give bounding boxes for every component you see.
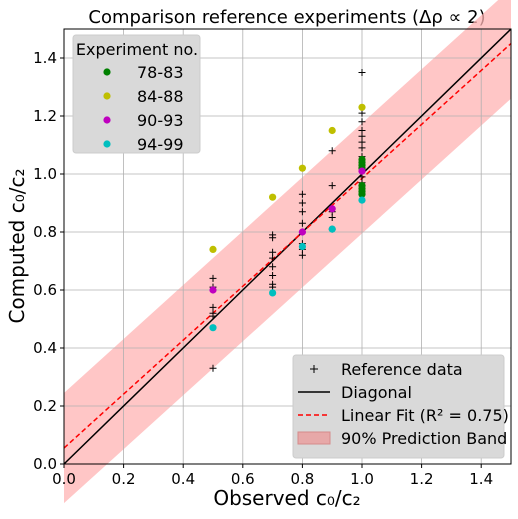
y-tick-label: 0.2 [33, 397, 57, 415]
experiment-legend: Experiment no. 78-83 84-88 90-93 94-99 [72, 34, 201, 154]
chart-title: Comparison reference experiments (Δρ ∝ 2… [88, 7, 485, 28]
legend-reference-marker [310, 365, 318, 373]
experiment-point-90-93 [328, 205, 336, 213]
experiment-point-94-99 [269, 289, 277, 297]
x-axis-ticks: 0.0 0.2 0.4 0.6 0.8 1.0 1.2 1.4 [52, 464, 493, 488]
experiment-legend-title: Experiment no. [76, 40, 198, 59]
point-layer [209, 69, 366, 372]
y-axis-label: Computed c₀/c₂ [5, 168, 29, 323]
experiment-point-84-88 [298, 164, 306, 172]
y-tick-label: 1.0 [33, 165, 57, 183]
x-axis-label: Observed c₀/c₂ [213, 486, 360, 510]
line-layer [63, 28, 512, 465]
experiment-point-84-88 [209, 245, 217, 253]
series-legend-label: 90% Prediction Band [341, 429, 507, 448]
reference-data-point [209, 364, 217, 372]
experiment-point-90-93 [358, 167, 366, 175]
experiment-point-78-83 [358, 182, 366, 190]
linear-fit-line [63, 42, 512, 449]
x-tick-label: 0.0 [52, 470, 76, 488]
legend-band-marker [297, 431, 331, 445]
experiment-legend-label: 78-83 [137, 63, 184, 82]
experiment-point-94-99 [298, 242, 306, 251]
experiment-point-90-93 [209, 286, 217, 294]
reference-data-point [209, 274, 217, 282]
experiment-point-94-99 [358, 196, 366, 204]
reference-data-point [358, 118, 366, 126]
reference-data-point [298, 199, 306, 207]
y-tick-label: 0.4 [33, 339, 57, 357]
x-tick-label: 1.4 [469, 470, 493, 488]
y-tick-label: 0.0 [33, 455, 57, 473]
experiment-point-94-99 [328, 225, 336, 233]
reference-data-point [358, 69, 366, 76]
y-tick-label: 0.8 [33, 223, 57, 241]
reference-data-point [328, 182, 336, 190]
reference-data-point [298, 208, 306, 216]
experiment-legend-items: 78-83 84-88 90-93 94-99 [103, 63, 184, 154]
prediction-band-layer [64, 0, 511, 504]
experiment-legend-label: 94-99 [137, 135, 184, 154]
experiment-point-84-88 [269, 193, 277, 201]
series-legend-label: Diagonal [341, 383, 412, 402]
experiment-point-90-93 [298, 228, 306, 236]
series-legend-box [292, 354, 505, 459]
experiment-legend-marker [103, 140, 111, 148]
series-legend-label: Reference data [341, 360, 463, 379]
reference-data-point [269, 248, 277, 256]
reference-data-point [209, 303, 217, 311]
x-tick-label: 1.2 [410, 470, 434, 488]
experiment-legend-marker [103, 68, 111, 76]
experiment-point-94-99 [209, 324, 217, 332]
series-legend-label: Linear Fit (R² = 0.75) [341, 406, 509, 425]
experiment-point-84-88 [328, 126, 336, 135]
plot-frame [63, 28, 512, 465]
reference-data-point [298, 190, 306, 198]
x-tick-label: 0.6 [231, 470, 255, 488]
reference-data-point [298, 219, 306, 227]
experiment-legend-marker [103, 92, 111, 100]
experiment-legend-marker [103, 116, 111, 124]
prediction-band [64, 0, 511, 504]
experiment-legend-box [72, 34, 201, 154]
reference-data-point [269, 272, 277, 279]
series-legend: Reference data Diagonal Linear Fit (R² = 0… [292, 354, 509, 459]
reference-data-point [328, 147, 336, 155]
reference-data-point [269, 263, 277, 271]
reference-data-point [269, 231, 277, 239]
x-tick-label: 1.0 [350, 470, 374, 488]
experiment-legend-label: 90-93 [137, 111, 184, 130]
x-tick-label: 0.4 [171, 470, 195, 488]
experiment-legend-label: 84-88 [137, 87, 184, 106]
x-tick-label: 0.8 [290, 470, 314, 488]
y-tick-label: 1.4 [33, 49, 57, 67]
x-tick-label: 0.2 [112, 470, 136, 488]
y-tick-label: 0.6 [33, 281, 57, 299]
series-legend-items: Reference data Diagonal Linear Fit (R² = 0… [297, 360, 509, 448]
y-tick-label: 1.2 [33, 107, 57, 125]
reference-data-point [269, 280, 277, 288]
experiment-point-78-83 [358, 155, 366, 164]
experiment-point-84-88 [358, 103, 366, 111]
reference-data-point [358, 127, 366, 134]
y-axis-ticks: 0.0 0.2 0.4 0.6 0.8 1.0 1.2 1.4 [33, 49, 64, 473]
